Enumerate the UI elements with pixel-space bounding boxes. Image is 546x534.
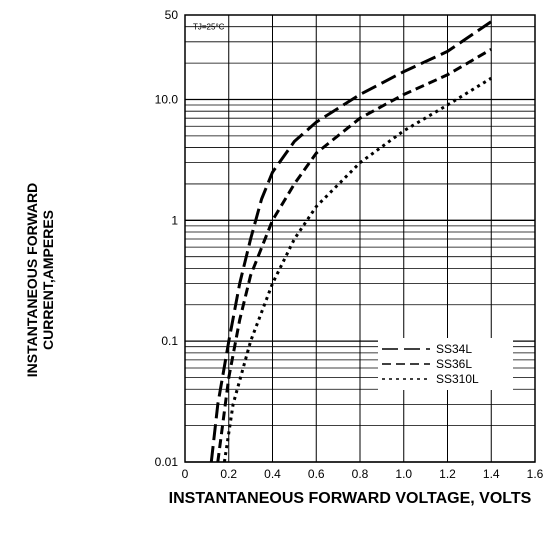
chart-grid bbox=[184, 14, 536, 463]
series-line-ss36l bbox=[216, 48, 492, 463]
y-tick-label: 50 bbox=[165, 8, 179, 22]
y-axis-label-line1: INSTANTANEOUS FORWARD bbox=[24, 182, 40, 378]
x-tick-label: 0.8 bbox=[352, 467, 369, 481]
series-line-ss34l bbox=[209, 20, 493, 463]
x-tick-label: 1.0 bbox=[395, 467, 412, 481]
y-tick-label: 1 bbox=[171, 213, 178, 227]
plot-frame bbox=[184, 14, 536, 463]
x-tick-label: 1.2 bbox=[439, 467, 456, 481]
legend-label: SS310L bbox=[436, 372, 479, 386]
x-axis-label: INSTANTANEOUS FORWARD VOLTAGE, VOLTS bbox=[168, 490, 532, 507]
y-axis-label-line2: CURRENT,AMPERES bbox=[40, 209, 56, 351]
x-tick-label: 1.6 bbox=[527, 467, 544, 481]
x-tick-label: 0.6 bbox=[308, 467, 325, 481]
chart-series bbox=[209, 20, 493, 463]
legend-label: SS34L bbox=[436, 342, 472, 356]
y-tick-label: 0.1 bbox=[161, 334, 178, 348]
x-tick-label: 0.2 bbox=[220, 467, 237, 481]
legend-label: SS36L bbox=[436, 357, 472, 371]
y-tick-label: 10.0 bbox=[155, 92, 179, 106]
x-tick-label: 0 bbox=[182, 467, 189, 481]
axis-tick-labels: 0 0.2 0.4 0.6 0.8 1.0 1.2 1.4 1.6 0.01 0.1 1 10.0 50 bbox=[155, 8, 544, 481]
series-line-ss310l bbox=[222, 76, 492, 463]
y-tick-label: 0.01 bbox=[155, 455, 179, 469]
x-tick-label: 1.4 bbox=[483, 467, 500, 481]
temperature-annotation: TJ=25°C bbox=[193, 23, 225, 32]
x-tick-label: 0.4 bbox=[264, 467, 281, 481]
